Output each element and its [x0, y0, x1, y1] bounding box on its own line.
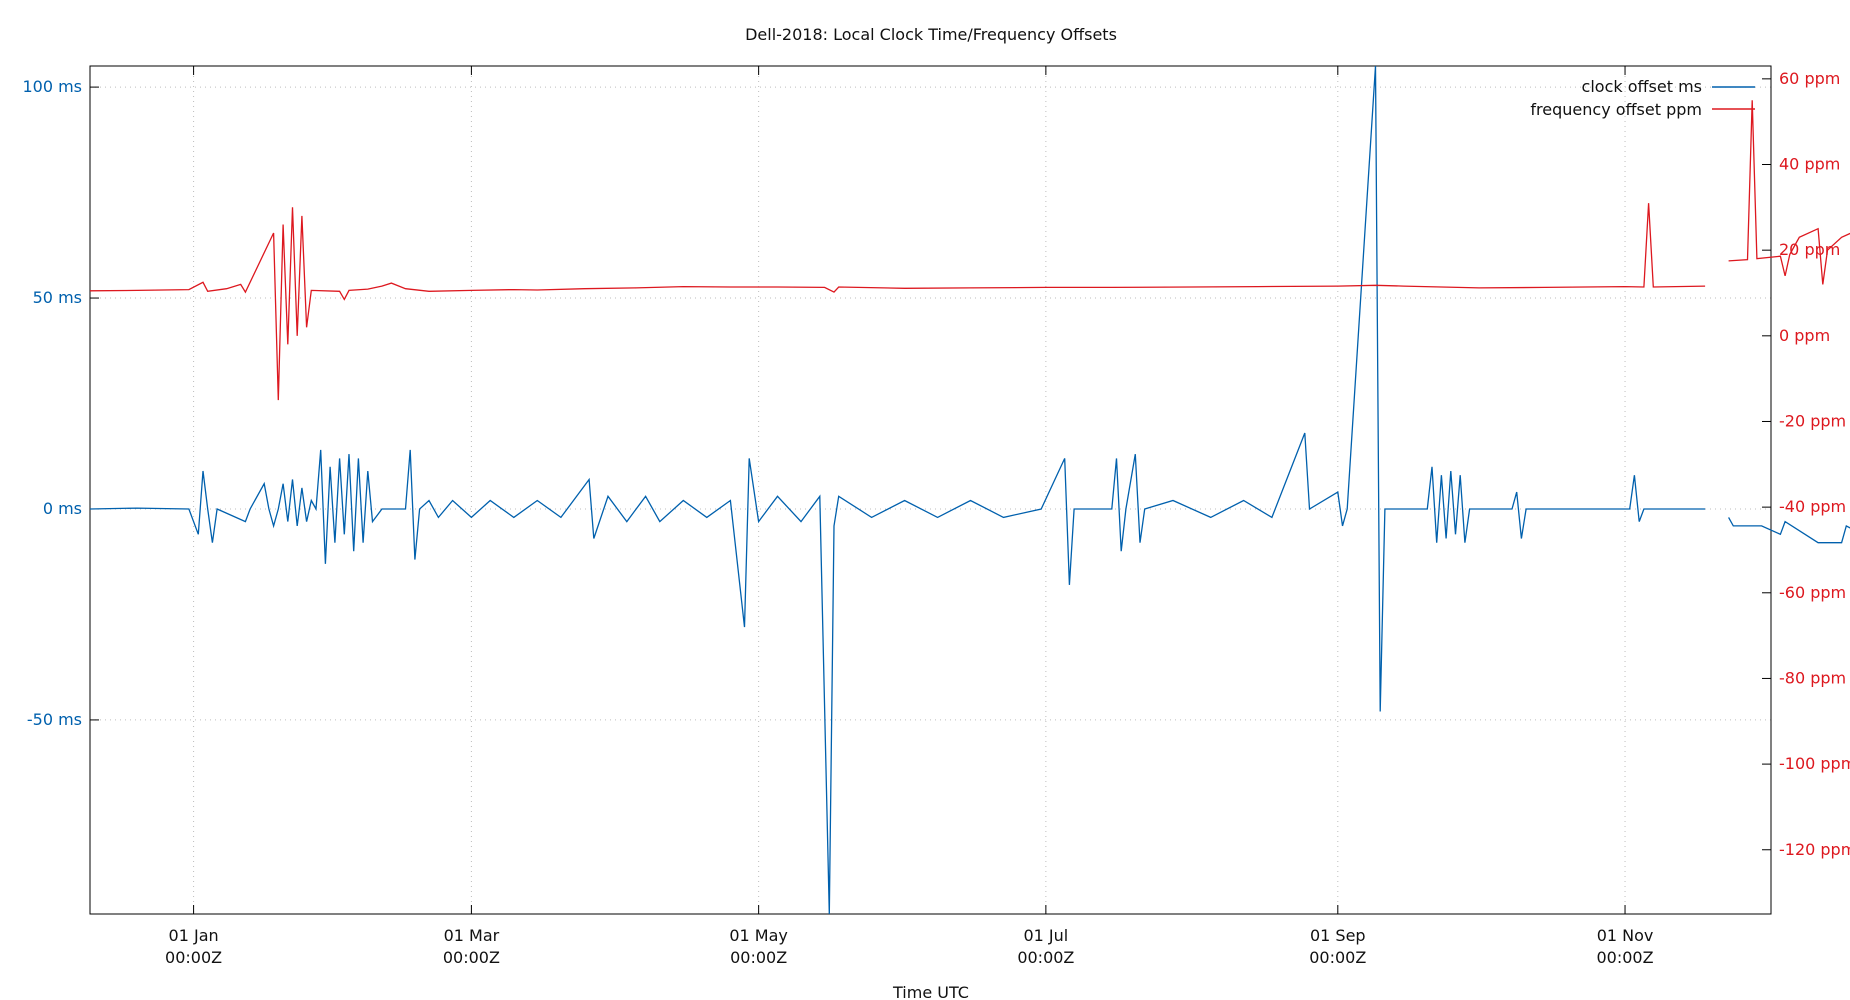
x-ticks-layer: 01 Jan 00:00Z 01 Mar 00:00Z 01 May 00:00Z 01 J… [165, 66, 1654, 967]
y2-tick-label: 0 ppm [1779, 326, 1830, 345]
x-tick-sublabel: 00:00Z [730, 948, 787, 967]
x-axis-label: Time UTC [892, 983, 969, 1000]
y2-tick-label: -20 ppm [1779, 411, 1846, 430]
y2-tick-label: -100 ppm [1779, 754, 1850, 773]
x-tick-sublabel: 00:00Z [1017, 948, 1074, 967]
y2-tick-label: -120 ppm [1779, 840, 1850, 859]
y-tick-label: -50 ms [27, 710, 82, 729]
legend: clock offset ms frequency offset ppm [1530, 77, 1755, 119]
y2-ticks-layer: 60 ppm 40 ppm 20 ppm 0 ppm -20 ppm -40 ppm -60… [1762, 69, 1850, 859]
series-line-clock-offset [89, 65, 1850, 915]
y2-tick-label: 60 ppm [1779, 69, 1840, 88]
series-line-frequency-offset [89, 100, 1850, 401]
y2-tick-label: 20 ppm [1779, 240, 1840, 259]
y2-tick-label: 40 ppm [1779, 155, 1840, 174]
legend-label-frequency-offset: frequency offset ppm [1530, 100, 1702, 119]
x-tick-sublabel: 00:00Z [443, 948, 500, 967]
plot-frame [89, 65, 1772, 915]
grid-layer [90, 66, 1771, 914]
x-tick-label: 01 Nov [1597, 926, 1654, 945]
x-tick-label: 01 Mar [444, 926, 500, 945]
x-tick-sublabel: 00:00Z [1309, 948, 1366, 967]
legend-label-clock-offset: clock offset ms [1582, 77, 1702, 96]
x-tick-sublabel: 00:00Z [165, 948, 222, 967]
y2-tick-label: -60 ppm [1779, 583, 1846, 602]
x-tick-label: 01 May [729, 926, 788, 945]
x-tick-label: 01 Jul [1023, 926, 1068, 945]
y-tick-label: 0 ms [43, 499, 82, 518]
x-tick-label: 01 Jan [169, 926, 219, 945]
x-tick-label: 01 Sep [1310, 926, 1366, 945]
y-tick-label: 50 ms [33, 288, 82, 307]
y-tick-label: 100 ms [22, 77, 82, 96]
chart-title: Dell-2018: Local Clock Time/Frequency Of… [745, 25, 1117, 44]
x-tick-sublabel: 00:00Z [1596, 948, 1653, 967]
y-ticks-layer: 100 ms 50 ms 0 ms -50 ms [22, 77, 99, 729]
series-layer [89, 65, 1850, 915]
y2-tick-label: -40 ppm [1779, 497, 1846, 516]
y2-tick-label: -80 ppm [1779, 668, 1846, 687]
